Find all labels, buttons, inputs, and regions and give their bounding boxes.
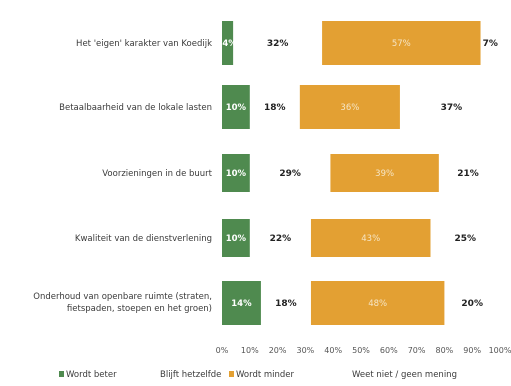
x-tick-label: 60% — [380, 346, 398, 355]
bar-wordt-minder — [299, 85, 400, 129]
x-tick-label: 0% — [216, 346, 229, 355]
data-label: 22% — [270, 234, 292, 244]
data-label: 10% — [226, 169, 247, 179]
x-tick-label: 100% — [489, 346, 511, 355]
x-tick-label: 10% — [241, 346, 259, 355]
bar-wordt-beter — [222, 85, 250, 129]
bar-wordt-beter — [222, 281, 261, 325]
x-tick-label: 90% — [463, 346, 481, 355]
data-label: 18% — [264, 103, 286, 113]
x-tick-label: 80% — [436, 346, 454, 355]
data-label: 36% — [340, 103, 359, 113]
data-label: 43% — [361, 234, 380, 244]
x-tick-label: 20% — [269, 346, 287, 355]
legend-swatch — [59, 371, 64, 377]
x-tick-label: 40% — [324, 346, 342, 355]
data-label: 20% — [461, 299, 483, 309]
category-label: Voorzieningen in de buurt — [102, 169, 212, 179]
x-tick-label: 30% — [297, 346, 315, 355]
category-label: Het 'eigen' karakter van Koedijk — [76, 39, 212, 49]
data-label: 14% — [231, 299, 252, 309]
data-label: 29% — [279, 169, 301, 179]
legend: Wordt beter Blijft hetzelfde Wordt minder W… — [59, 370, 457, 380]
data-label: 4% — [222, 39, 237, 49]
bar-wordt-minder — [322, 21, 481, 65]
x-tick-label: 50% — [352, 346, 370, 355]
category-labels: Het 'eigen' karakter van Koedijk Betaalba… — [33, 39, 212, 314]
x-tick-label: 70% — [408, 346, 426, 355]
legend-entry: Weet niet / geen mening — [352, 370, 457, 380]
bars: 4% 32% 57% 7% 10% 18% 36% 37% 10% 29% 39% 21% 10% 22%… — [222, 21, 498, 325]
category-label: Kwaliteit van de dienstverlening — [75, 234, 212, 244]
data-label: 21% — [457, 169, 479, 179]
data-label: 7% — [483, 39, 498, 49]
category-label: Onderhoud van openbare ruimte (straten, f… — [33, 292, 212, 314]
data-label: 18% — [275, 299, 297, 309]
data-label: 37% — [441, 103, 463, 113]
bar-wordt-beter — [222, 154, 250, 192]
data-label: 57% — [392, 39, 411, 49]
data-label: 25% — [454, 234, 476, 244]
bar-wordt-beter — [222, 21, 234, 65]
bar-wordt-minder — [310, 281, 445, 325]
bar-wordt-minder — [330, 154, 439, 192]
legend-entry: Wordt minder — [236, 370, 295, 380]
bar-wordt-beter — [222, 219, 250, 257]
data-label: 32% — [267, 39, 289, 49]
legend-entry: Wordt beter — [66, 370, 117, 380]
x-axis-ticks: 0% 10% 20% 30% 40% 50% 60% 70% 80% 90% 100% — [216, 346, 511, 355]
data-label: 48% — [368, 299, 387, 309]
legend-swatch — [229, 371, 234, 377]
data-label: 39% — [375, 169, 394, 179]
category-label: Betaalbaarheid van de lokale lasten — [59, 103, 212, 113]
data-label: 10% — [226, 234, 247, 244]
data-label: 10% — [226, 103, 247, 113]
bar-wordt-minder — [310, 219, 431, 257]
legend-entry: Blijft hetzelfde — [160, 370, 221, 380]
